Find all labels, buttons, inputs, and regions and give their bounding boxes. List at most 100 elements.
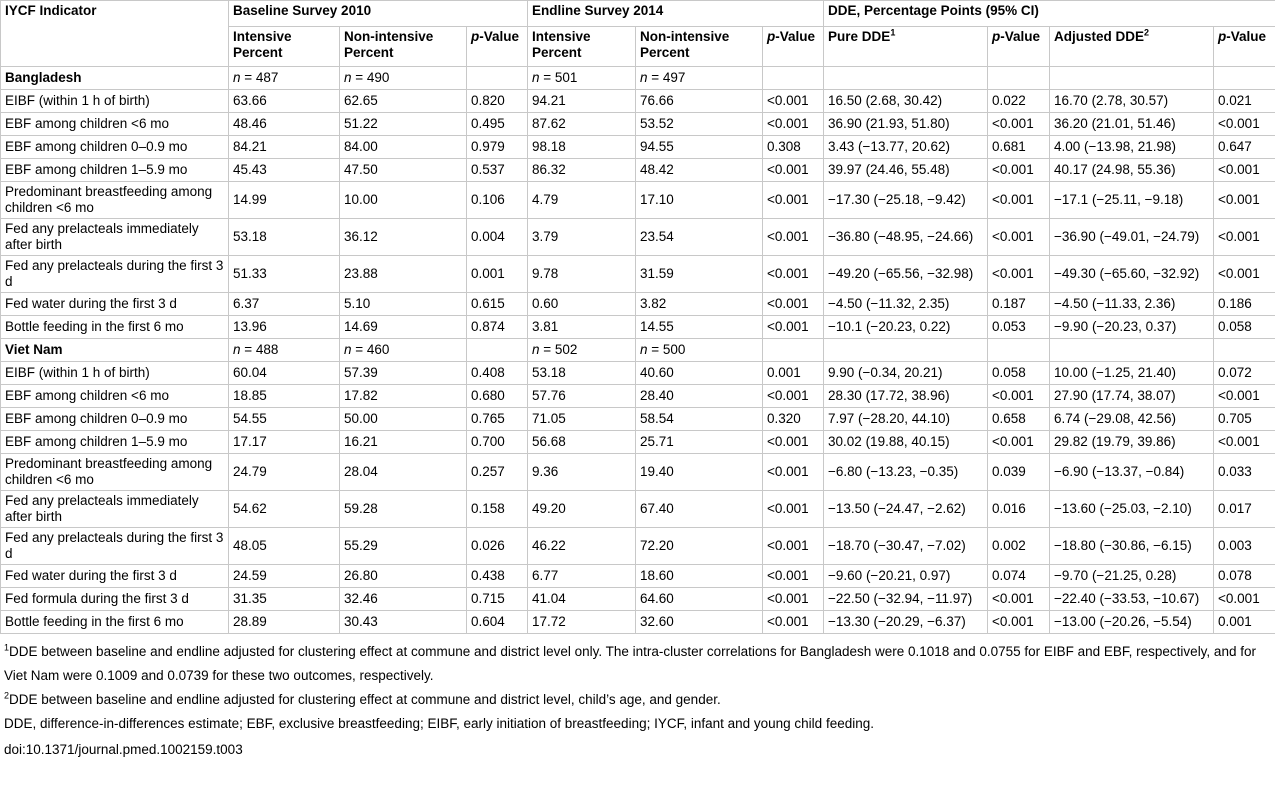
indicator-cell: EBF among children <6 mo <box>0 112 229 136</box>
sample-size: n = 500 <box>635 338 763 362</box>
table-row: Fed any prelacteals during the first 3 d… <box>0 255 1275 293</box>
value-cell: <0.001 <box>1213 430 1275 454</box>
table-body: Bangladesh n = 487 n = 490 n = 501 n = 497 EI… <box>0 66 1275 634</box>
value-cell: −13.50 (−24.47, −2.62) <box>823 490 989 528</box>
value-cell: 17.10 <box>635 181 763 219</box>
value-cell: 86.32 <box>527 158 636 182</box>
value-cell: 10.00 <box>339 181 467 219</box>
value-cell: 0.021 <box>1213 89 1275 113</box>
sample-size: n = 502 <box>527 338 636 362</box>
value-cell: 14.55 <box>635 315 763 339</box>
indicator-cell: Bottle feeding in the first 6 mo <box>0 315 229 339</box>
value-cell: 18.60 <box>635 564 763 588</box>
value-cell: 13.96 <box>228 315 340 339</box>
sample-size: n = 488 <box>228 338 340 362</box>
value-cell: 0.058 <box>987 361 1051 385</box>
endline-pvalue-header: p-Value <box>761 26 825 67</box>
value-cell: 0.681 <box>987 135 1051 159</box>
value-cell: 14.99 <box>228 181 340 219</box>
value-cell: 53.52 <box>635 112 763 136</box>
value-cell: 9.78 <box>527 255 636 293</box>
value-cell: 76.66 <box>635 89 763 113</box>
value-cell: 27.90 (17.74, 38.07) <box>1049 384 1215 408</box>
indicator-cell: Fed any prelacteals during the first 3 d <box>0 527 229 565</box>
table-row: Bottle feeding in the first 6 mo 28.89 30.… <box>0 610 1275 634</box>
value-cell: 0.072 <box>1213 361 1275 385</box>
indicator-cell: EBF among children 0–0.9 mo <box>0 407 229 431</box>
adjusted-dde-header: Adjusted DDE2 <box>1049 26 1215 67</box>
value-cell: <0.001 <box>761 490 825 528</box>
empty-cell <box>466 338 528 362</box>
table-row: Fed any prelacteals immediately after bi… <box>0 218 1275 256</box>
value-cell: 19.40 <box>635 453 763 491</box>
value-cell: <0.001 <box>987 610 1051 634</box>
value-cell: 6.37 <box>228 292 340 316</box>
table-row: EIBF (within 1 h of birth) 60.04 57.39 0.40… <box>0 361 1275 385</box>
value-cell: −9.60 (−20.21, 0.97) <box>823 564 989 588</box>
value-cell: 18.85 <box>228 384 340 408</box>
value-cell: −10.1 (−20.23, 0.22) <box>823 315 989 339</box>
value-cell: 28.40 <box>635 384 763 408</box>
value-cell: −17.30 (−25.18, −9.42) <box>823 181 989 219</box>
value-cell: 0.700 <box>466 430 528 454</box>
value-cell: 0.308 <box>761 135 825 159</box>
value-cell: −49.30 (−65.60, −32.92) <box>1049 255 1215 293</box>
results-table: IYCF Indicator Baseline Survey 2010 Endl… <box>0 0 1275 634</box>
value-cell: 0.186 <box>1213 292 1275 316</box>
value-cell: −22.40 (−33.53, −10.67) <box>1049 587 1215 611</box>
value-cell: <0.001 <box>987 430 1051 454</box>
value-cell: 84.00 <box>339 135 467 159</box>
empty-cell <box>987 66 1051 90</box>
value-cell: 50.00 <box>339 407 467 431</box>
value-cell: 40.60 <box>635 361 763 385</box>
value-cell: −18.70 (−30.47, −7.02) <box>823 527 989 565</box>
value-cell: <0.001 <box>987 218 1051 256</box>
empty-cell <box>761 66 825 90</box>
value-cell: 4.79 <box>527 181 636 219</box>
indicator-header: IYCF Indicator <box>0 0 229 67</box>
value-cell: 0.001 <box>761 361 825 385</box>
section-name: Bangladesh <box>0 66 229 90</box>
endline-nonintensive-header: Non-intensive Percent <box>635 26 763 67</box>
table-row: EBF among children 1–5.9 mo 17.17 16.21 0.7… <box>0 430 1275 454</box>
indicator-cell: Bottle feeding in the first 6 mo <box>0 610 229 634</box>
value-cell: 0.074 <box>987 564 1051 588</box>
value-cell: 36.20 (21.01, 51.46) <box>1049 112 1215 136</box>
value-cell: 54.55 <box>228 407 340 431</box>
empty-cell <box>987 338 1051 362</box>
value-cell: −6.90 (−13.37, −0.84) <box>1049 453 1215 491</box>
value-cell: 72.20 <box>635 527 763 565</box>
value-cell: 87.62 <box>527 112 636 136</box>
sample-size: n = 497 <box>635 66 763 90</box>
value-cell: 0.715 <box>466 587 528 611</box>
table-row: EBF among children 1–5.9 mo 45.43 47.50 0.5… <box>0 158 1275 182</box>
value-cell: 24.59 <box>228 564 340 588</box>
value-cell: 0.004 <box>466 218 528 256</box>
value-cell: 0.053 <box>987 315 1051 339</box>
indicator-cell: Fed water during the first 3 d <box>0 292 229 316</box>
value-cell: 30.43 <box>339 610 467 634</box>
value-cell: 3.81 <box>527 315 636 339</box>
value-cell: 0.016 <box>987 490 1051 528</box>
table-row: Bottle feeding in the first 6 mo 13.96 14.… <box>0 315 1275 339</box>
table-row: EBF among children 0–0.9 mo 84.21 84.00 0.9… <box>0 135 1275 159</box>
value-cell: −17.1 (−25.11, −9.18) <box>1049 181 1215 219</box>
value-cell: 31.35 <box>228 587 340 611</box>
value-cell: 9.90 (−0.34, 20.21) <box>823 361 989 385</box>
value-cell: <0.001 <box>761 564 825 588</box>
value-cell: 5.10 <box>339 292 467 316</box>
table-row: Fed any prelacteals during the first 3 d… <box>0 527 1275 565</box>
table-row: EBF among children <6 mo 18.85 17.82 0.680 5… <box>0 384 1275 408</box>
value-cell: 40.17 (24.98, 55.36) <box>1049 158 1215 182</box>
value-cell: 0.537 <box>466 158 528 182</box>
abbreviations: DDE, difference-in-differences estimate;… <box>4 716 874 731</box>
doi-text: doi:10.1371/journal.pmed.1002159.t003 <box>4 742 243 757</box>
value-cell: 0.058 <box>1213 315 1275 339</box>
value-cell: <0.001 <box>1213 112 1275 136</box>
value-cell: 17.17 <box>228 430 340 454</box>
value-cell: 64.60 <box>635 587 763 611</box>
header-row-groups: IYCF Indicator Baseline Survey 2010 Endl… <box>0 0 1275 67</box>
value-cell: 0.257 <box>466 453 528 491</box>
value-cell: 24.79 <box>228 453 340 491</box>
value-cell: 0.680 <box>466 384 528 408</box>
